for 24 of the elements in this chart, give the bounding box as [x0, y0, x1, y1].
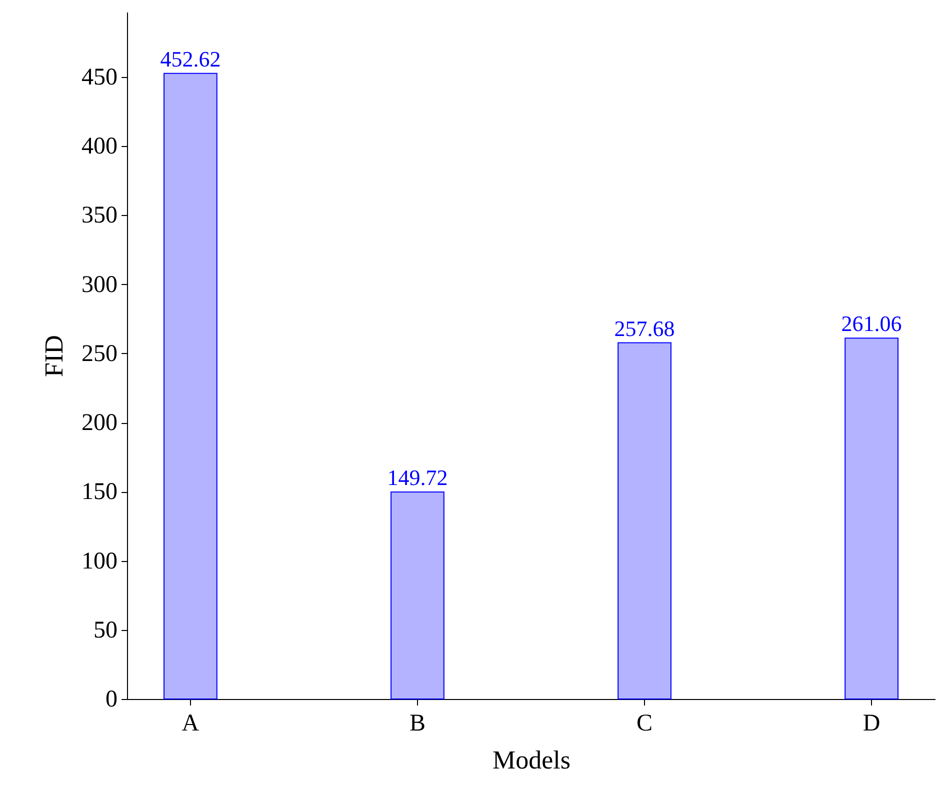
y-tick-label: 100: [82, 548, 118, 574]
y-tick-label: 200: [82, 410, 118, 436]
y-tick-label: 250: [82, 340, 118, 367]
x-tick-label: C: [636, 710, 653, 736]
y-axis-title: FID: [40, 335, 68, 377]
bar: [844, 338, 898, 700]
data-label: 149.72: [387, 465, 448, 490]
y-tick-label: 150: [82, 479, 118, 506]
data-label: 261.06: [841, 311, 902, 336]
bar: [390, 492, 444, 700]
y-tick-label: 50: [94, 617, 118, 644]
y-tick-label: 350: [82, 202, 118, 229]
y-tick-label: 400: [82, 134, 118, 160]
x-tick-label: A: [182, 710, 200, 736]
y-tick-label: 300: [82, 272, 118, 298]
bar: [618, 342, 672, 700]
y-tick-label: 0: [106, 686, 118, 712]
data-label: 452.62: [160, 46, 221, 72]
x-tick-label: D: [862, 710, 880, 736]
x-tick-label: B: [409, 710, 426, 736]
x-axis-title: Models: [492, 746, 570, 774]
y-tick-label: 450: [82, 64, 118, 90]
bar: [164, 72, 218, 700]
data-label: 257.68: [614, 316, 675, 341]
